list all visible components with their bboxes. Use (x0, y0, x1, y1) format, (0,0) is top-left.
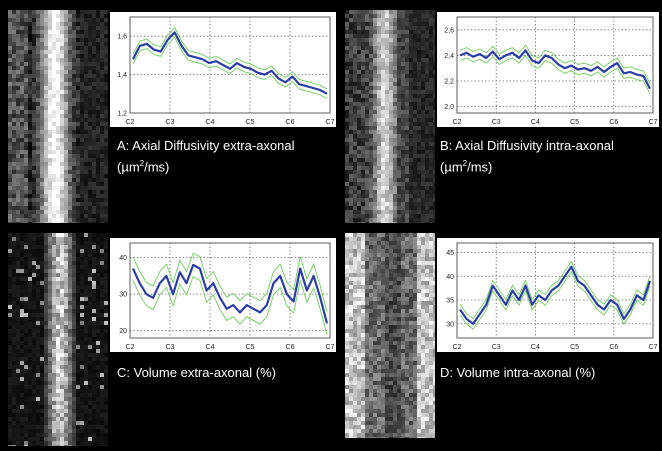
x-tick-label: C7 (649, 344, 658, 351)
y-tick-label: 2,6 (444, 27, 454, 34)
x-tick-label: C5 (570, 344, 579, 351)
mri-image-d (345, 233, 435, 438)
caption-d: D: Volume intra-axonal (%) (440, 364, 595, 382)
chart-d: C2 C3 C4 C5 C6 C7 30 35 40 45 (437, 238, 659, 352)
x-tick-label: C7 (326, 119, 335, 126)
caption-a-line1: A: Axial Diffusivity extra-axonal (117, 138, 295, 153)
x-tick-label: C5 (246, 344, 255, 351)
x-tick-label: C2 (453, 119, 462, 126)
mri-image-b (345, 10, 435, 223)
x-tick-label: C3 (492, 344, 501, 351)
caption-b-unit-pre: (µm (440, 159, 463, 174)
upper-band-line (460, 262, 650, 319)
caption-a: A: Axial Diffusivity extra-axonal (µm2/m… (117, 137, 295, 176)
caption-c: C: Volume extra-axonal (%) (117, 364, 276, 382)
y-tick-label: 45 (446, 250, 454, 257)
mean-line (460, 267, 650, 324)
y-tick-label: 40 (446, 274, 454, 281)
chart-c: C2 C3 C4 C5 C6 C7 20 30 40 (110, 238, 336, 352)
caption-a-unit-pre: (µm (117, 159, 140, 174)
caption-c-line1: C: Volume extra-axonal (%) (117, 365, 276, 380)
y-tick-label: 1,4 (117, 72, 127, 79)
mri-image-a (8, 10, 108, 223)
plot-frame (130, 17, 330, 113)
caption-d-line1: D: Volume intra-axonal (%) (440, 365, 595, 380)
y-tick-label: 2,2 (444, 79, 454, 86)
y-tick-label: 30 (119, 292, 127, 299)
caption-b-unit-post: /ms) (467, 159, 492, 174)
chart-a: C2 C3 C4 C5 C6 C7 1,2 1,4 1,6 (110, 12, 336, 127)
mri-image-c (8, 233, 108, 446)
x-tick-label: C7 (649, 119, 658, 126)
x-tick-label: C3 (166, 119, 175, 126)
mean-line (133, 32, 327, 93)
x-tick-label: C2 (126, 119, 135, 126)
x-tick-label: C4 (206, 344, 215, 351)
y-tick-label: 40 (119, 255, 127, 262)
x-tick-label: C6 (609, 344, 618, 351)
x-tick-label: C6 (286, 119, 295, 126)
caption-b: B: Axial Diffusivity intra-axonal (µm2/m… (440, 137, 614, 176)
plot-frame (457, 17, 653, 113)
y-tick-label: 2,0 (444, 104, 454, 111)
upper-band-line (460, 45, 650, 83)
x-tick-label: C5 (570, 119, 579, 126)
caption-a-unit-post: /ms) (144, 159, 169, 174)
y-tick-label: 1,6 (117, 34, 127, 41)
x-tick-label: C4 (531, 119, 540, 126)
upper-band-line (133, 28, 327, 89)
y-tick-label: 35 (446, 298, 454, 305)
x-tick-label: C6 (609, 119, 618, 126)
x-tick-label: C6 (286, 344, 295, 351)
x-tick-label: C3 (492, 119, 501, 126)
x-tick-label: C4 (531, 344, 540, 351)
y-tick-label: 2,4 (444, 53, 454, 60)
x-tick-label: C4 (206, 119, 215, 126)
x-tick-label: C2 (453, 344, 462, 351)
x-tick-label: C5 (246, 119, 255, 126)
y-tick-label: 1,2 (117, 111, 127, 118)
x-tick-label: C2 (126, 344, 135, 351)
caption-b-line1: B: Axial Diffusivity intra-axonal (440, 138, 614, 153)
y-tick-label: 30 (446, 321, 454, 328)
chart-b: C2 C3 C4 C5 C6 C7 2,0 2,2 2,4 2,6 (437, 12, 659, 127)
y-tick-label: 20 (119, 328, 127, 335)
x-tick-label: C7 (326, 344, 335, 351)
x-tick-label: C3 (166, 344, 175, 351)
